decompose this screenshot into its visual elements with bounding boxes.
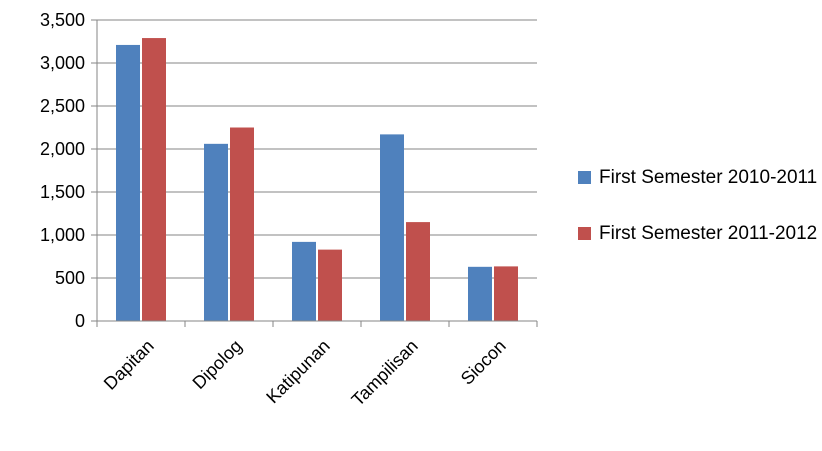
y-tick-label: 3,000 (40, 53, 85, 73)
bar-siocon-series-1 (468, 266, 492, 321)
bar-katipunan-series-2 (318, 249, 342, 321)
bar-tampilisan-series-1 (380, 134, 404, 321)
y-tick-label: 0 (75, 311, 85, 331)
y-tick-label: 1,500 (40, 182, 85, 202)
y-tick-label: 1,000 (40, 225, 85, 245)
legend-swatch-series-2 (578, 227, 591, 240)
x-tick-labels: Dapitan Dipolog Katipunan Tampilisan Siocon (100, 336, 510, 410)
legend-label-series-2: First Semester 2011-2012 (599, 223, 818, 244)
x-tick-label: Dapitan (100, 336, 158, 394)
x-tick-label: Tampilisan (348, 336, 422, 410)
legend-swatch-series-1 (578, 171, 591, 184)
y-tick-label: 2,000 (40, 139, 85, 159)
bar-katipunan-series-1 (292, 241, 316, 321)
legend-label-series-1: First Semester 2010-2011 (599, 167, 818, 188)
bar-dipolog-series-2 (230, 127, 254, 321)
x-tick-label: Siocon (457, 336, 510, 389)
bar-siocon-series-2 (494, 266, 518, 321)
y-tick-label: 3,500 (40, 10, 85, 30)
bars (116, 38, 518, 322)
x-tick-label: Katipunan (262, 336, 333, 407)
y-tick-label: 500 (55, 268, 85, 288)
x-tick-label: Dipolog (189, 336, 246, 393)
axes (91, 19, 538, 327)
legend-item-series-2: First Semester 2011-2012 (578, 220, 818, 248)
y-tick-label: 2,500 (40, 96, 85, 116)
gridlines (97, 19, 537, 279)
bar-dapitan-series-1 (116, 44, 140, 321)
legend-item-series-1: First Semester 2010-2011 (578, 164, 818, 192)
legend: First Semester 2010-2011 First Semester … (578, 164, 818, 276)
bar-dapitan-series-2 (142, 38, 166, 322)
bar-dipolog-series-1 (204, 143, 228, 321)
y-tick-labels: 0 500 1,000 1,500 2,000 2,500 3,000 3,500 (40, 10, 85, 331)
bar-tampilisan-series-2 (406, 222, 430, 321)
